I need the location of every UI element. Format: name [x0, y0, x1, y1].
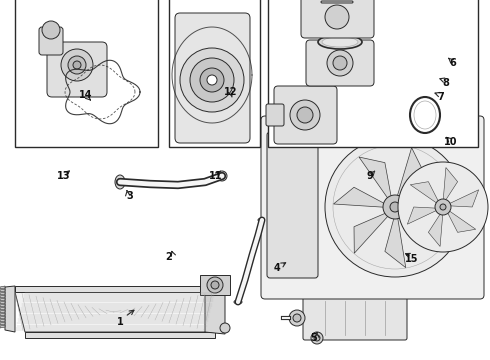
Polygon shape: [0, 301, 5, 304]
Polygon shape: [443, 167, 458, 201]
Ellipse shape: [115, 175, 125, 189]
Polygon shape: [359, 157, 392, 201]
Circle shape: [180, 48, 244, 112]
Polygon shape: [401, 210, 449, 243]
Circle shape: [311, 332, 323, 344]
FancyBboxPatch shape: [47, 42, 107, 97]
Ellipse shape: [258, 218, 266, 222]
Polygon shape: [448, 190, 479, 207]
Circle shape: [383, 195, 407, 219]
Bar: [200, 275, 230, 295]
Circle shape: [207, 277, 223, 293]
Polygon shape: [0, 295, 5, 298]
FancyBboxPatch shape: [306, 40, 374, 86]
Polygon shape: [410, 182, 439, 204]
Polygon shape: [0, 298, 5, 301]
Polygon shape: [447, 210, 476, 232]
Circle shape: [73, 61, 81, 69]
Text: 2: 2: [166, 252, 172, 262]
Polygon shape: [0, 316, 5, 319]
Polygon shape: [402, 183, 452, 207]
Polygon shape: [15, 292, 215, 332]
FancyBboxPatch shape: [267, 132, 318, 278]
Polygon shape: [15, 286, 205, 292]
FancyBboxPatch shape: [274, 86, 337, 144]
Text: 15: 15: [405, 254, 418, 264]
Polygon shape: [354, 212, 391, 253]
FancyBboxPatch shape: [321, 1, 353, 3]
Text: 12: 12: [223, 87, 237, 97]
Polygon shape: [0, 289, 5, 292]
Circle shape: [211, 281, 219, 289]
Ellipse shape: [322, 37, 358, 47]
Circle shape: [289, 310, 305, 326]
Polygon shape: [396, 148, 423, 200]
Text: 13: 13: [57, 171, 71, 181]
Circle shape: [327, 50, 353, 76]
Polygon shape: [0, 286, 5, 289]
Circle shape: [325, 5, 349, 29]
Bar: [15, 0, 158, 147]
FancyBboxPatch shape: [266, 104, 284, 126]
Circle shape: [207, 75, 217, 85]
Polygon shape: [5, 286, 15, 332]
FancyBboxPatch shape: [261, 116, 484, 299]
Circle shape: [314, 335, 320, 341]
Text: 10: 10: [444, 137, 458, 147]
Circle shape: [42, 21, 60, 39]
Polygon shape: [0, 319, 5, 322]
Polygon shape: [0, 322, 5, 325]
Polygon shape: [0, 313, 5, 316]
FancyBboxPatch shape: [39, 27, 63, 55]
Text: 3: 3: [126, 191, 133, 201]
Ellipse shape: [217, 171, 227, 181]
Polygon shape: [334, 187, 387, 207]
Text: 7: 7: [438, 92, 444, 102]
Text: 6: 6: [450, 58, 457, 68]
Polygon shape: [0, 307, 5, 310]
Text: 4: 4: [273, 263, 280, 273]
Text: 9: 9: [367, 171, 373, 181]
Text: 11: 11: [209, 171, 222, 181]
Circle shape: [390, 202, 400, 212]
Bar: [268, 0, 478, 147]
Text: 14: 14: [79, 90, 93, 100]
Circle shape: [325, 137, 465, 277]
Circle shape: [333, 56, 347, 70]
Ellipse shape: [318, 35, 362, 49]
FancyBboxPatch shape: [303, 296, 407, 340]
Circle shape: [290, 100, 320, 130]
Polygon shape: [205, 286, 225, 334]
FancyBboxPatch shape: [301, 0, 374, 38]
Polygon shape: [407, 207, 438, 224]
Polygon shape: [0, 292, 5, 295]
Bar: [169, 0, 260, 147]
Circle shape: [398, 162, 488, 252]
Circle shape: [440, 204, 446, 210]
Text: 8: 8: [442, 78, 449, 88]
Polygon shape: [25, 332, 215, 338]
Polygon shape: [428, 213, 443, 247]
Polygon shape: [0, 304, 5, 307]
Circle shape: [61, 49, 93, 81]
Circle shape: [200, 68, 224, 92]
Circle shape: [68, 56, 86, 74]
Text: 1: 1: [117, 317, 123, 327]
Ellipse shape: [234, 300, 242, 304]
Polygon shape: [0, 310, 5, 313]
FancyBboxPatch shape: [175, 13, 250, 143]
Text: 5: 5: [310, 333, 317, 343]
Polygon shape: [385, 215, 406, 267]
Circle shape: [293, 314, 301, 322]
Circle shape: [220, 323, 230, 333]
Circle shape: [190, 58, 234, 102]
Circle shape: [297, 107, 313, 123]
Circle shape: [435, 199, 451, 215]
Polygon shape: [0, 325, 5, 328]
